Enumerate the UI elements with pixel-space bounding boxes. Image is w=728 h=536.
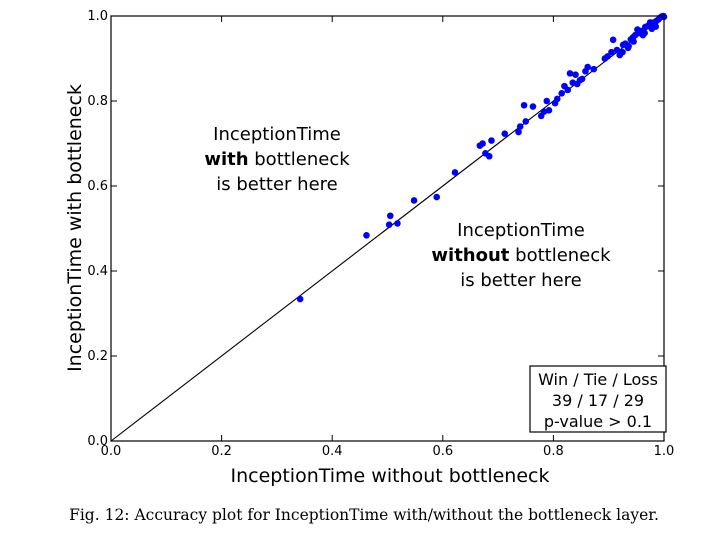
data-point: [410, 197, 418, 204]
annotation-lower-right-rest: bottleneck: [509, 245, 611, 266]
stats-box-line2: 39 / 17 / 29: [552, 391, 644, 410]
annotation-lower-right-line3: is better here: [460, 270, 581, 291]
data-point: [543, 97, 551, 105]
x-tick-label: 0.6: [432, 444, 453, 459]
annotation-lower-right-line1: InceptionTime: [457, 220, 585, 241]
annotation-lower-right-bold: without: [431, 245, 509, 266]
data-point: [515, 128, 522, 136]
data-point: [488, 137, 495, 144]
data-point: [545, 107, 553, 114]
plot-frame: [110, 15, 665, 442]
y-tick-label: 0.0: [87, 434, 108, 449]
stats-box-line3: p-value > 0.1: [544, 412, 652, 431]
data-point: [296, 295, 304, 303]
data-point: [641, 29, 648, 37]
data-point: [529, 103, 537, 110]
x-axis-label: InceptionTime without bottleneck: [231, 465, 550, 487]
data-point: [516, 123, 524, 130]
accuracy-scatter-plot: 0.0 0.2 0.4 0.6 0.8 1.0 0.0 0.2 0.4 0.6 0.8 1.0 Inc…: [64, 9, 674, 487]
x-tick-label: 1.0: [654, 444, 675, 459]
data-point: [394, 220, 401, 227]
annotation-upper-left-line3: is better here: [216, 174, 337, 195]
x-tick-label: 0.8: [543, 444, 564, 459]
annotation-upper-left-rest: bottleneck: [249, 149, 351, 170]
data-point: [584, 63, 591, 71]
annotation-lower-right: InceptionTime without bottleneck is bett…: [431, 220, 611, 291]
data-point: [363, 232, 370, 239]
data-point: [558, 90, 565, 97]
figure-caption: Fig. 12: Accuracy plot for InceptionTime…: [69, 506, 659, 524]
plot-area: 0.0 0.2 0.4 0.6 0.8 1.0 0.0 0.2 0.4 0.6 0.8 1.0: [87, 9, 674, 459]
data-point: [646, 19, 654, 26]
data-point: [613, 46, 621, 54]
stats-box-line1: Win / Tie / Loss: [538, 370, 658, 389]
stats-box: Win / Tie / Loss 39 / 17 / 29 p-value > …: [529, 365, 667, 433]
y-tick-label: 0.8: [87, 94, 108, 109]
annotation-upper-left-line2: with bottleneck: [204, 149, 350, 170]
data-point: [590, 65, 598, 73]
data-point: [635, 29, 643, 37]
y-tick-label: 0.4: [87, 264, 108, 279]
data-point: [479, 140, 486, 147]
data-point: [501, 130, 509, 138]
data-point: [522, 118, 530, 125]
annotation-upper-left-line1: InceptionTime: [213, 124, 341, 145]
stats-box-frame: [529, 365, 667, 433]
data-point: [540, 108, 548, 115]
data-point: [451, 169, 459, 176]
data-point: [608, 48, 615, 56]
x-tick-label: 0.2: [211, 444, 232, 459]
data-point: [609, 36, 617, 44]
data-point: [604, 53, 611, 60]
y-tick-label: 0.6: [87, 179, 108, 194]
data-point: [572, 71, 579, 78]
x-tick-label: 0.4: [322, 444, 343, 459]
data-point: [652, 23, 660, 30]
y-tick-label: 0.2: [87, 349, 108, 364]
annotation-upper-left-bold: with: [204, 149, 248, 170]
y-axis-label: InceptionTime with bottleneck: [64, 84, 86, 372]
data-point: [386, 212, 394, 220]
data-point: [433, 193, 441, 201]
data-point: [520, 101, 528, 109]
annotation-lower-right-line2: without bottleneck: [431, 245, 611, 266]
data-point: [578, 75, 586, 83]
data-point: [566, 70, 574, 77]
data-point: [619, 48, 626, 56]
data-point: [385, 221, 393, 228]
annotation-upper-left: InceptionTime with bottleneck is better …: [204, 124, 350, 195]
data-point: [564, 86, 572, 94]
x-tick-label: 0.0: [101, 444, 122, 459]
data-point: [630, 38, 637, 45]
y-tick-label: 1.0: [87, 9, 108, 24]
data-point: [553, 95, 561, 103]
data-point: [624, 44, 632, 52]
diagonal-line: [110, 15, 665, 442]
data-point: [485, 152, 493, 160]
